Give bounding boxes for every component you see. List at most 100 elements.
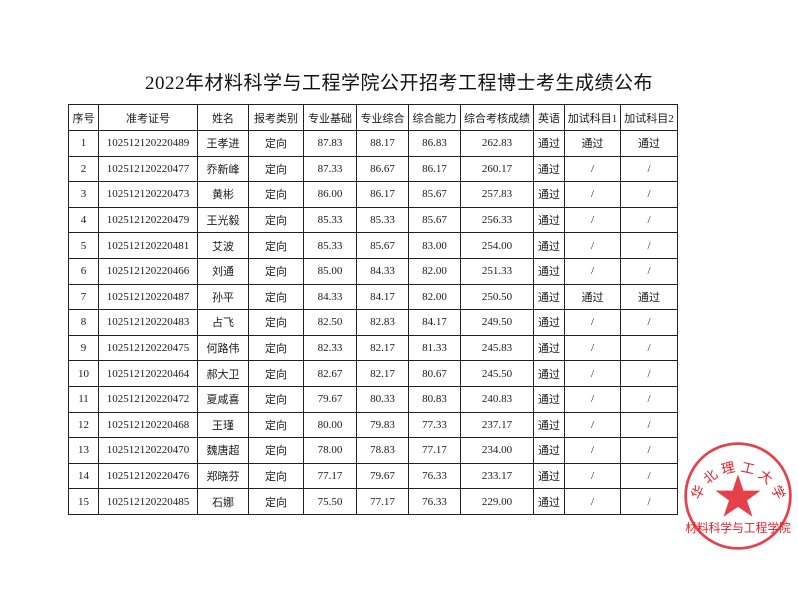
table-cell: / <box>564 360 621 387</box>
table-cell: 定向 <box>248 257 304 285</box>
table-cell: 233.17 <box>460 462 534 490</box>
table-cell: 12 <box>68 411 99 439</box>
table-cell: 王光毅 <box>197 206 249 234</box>
table-cell: 77.33 <box>408 411 461 439</box>
column-header: 准考证号 <box>98 104 198 131</box>
table-cell: 定向 <box>248 462 304 490</box>
table-cell: 80.33 <box>356 385 409 413</box>
table-cell: 245.83 <box>460 334 534 362</box>
table-cell: 82.00 <box>408 257 461 285</box>
table-cell: 83.00 <box>408 232 461 259</box>
table-cell: / <box>620 411 678 439</box>
table-cell: 通过 <box>620 130 678 157</box>
table-cell: / <box>564 309 621 336</box>
table-cell: 艾波 <box>197 232 249 259</box>
table-cell: / <box>564 181 621 208</box>
table-row: 1 102512120220489 王孝进 定向 87.83 88.17 86.83 262.… <box>68 130 678 157</box>
table-cell: 102512120220481 <box>98 232 198 259</box>
table-cell: 256.33 <box>460 206 534 234</box>
table-cell: 王孝进 <box>197 130 249 157</box>
table-cell: / <box>620 360 678 387</box>
table-cell: 102512120220464 <box>98 360 198 387</box>
table-cell: 通过 <box>533 232 565 259</box>
table-cell: 86.00 <box>303 181 357 208</box>
table-cell: 102512120220483 <box>98 309 198 336</box>
table-cell: 79.67 <box>356 462 409 490</box>
table-cell: 85.67 <box>356 232 409 259</box>
table-row: 7 102512120220487 孙平 定向 84.33 84.17 82.00 250.5… <box>68 283 678 311</box>
table-cell: 84.33 <box>303 283 357 311</box>
table-cell: 刘通 <box>197 257 249 285</box>
table-row: 8 102512120220483 占飞 定向 82.50 82.83 84.17 249.5… <box>68 309 678 336</box>
column-header: 英语 <box>533 104 565 131</box>
table-row: 11 102512120220472 夏咸喜 定向 79.67 80.33 80.83 240… <box>68 385 678 413</box>
table-cell: 102512120220476 <box>98 462 198 490</box>
table-cell: 88.17 <box>356 130 409 157</box>
table-cell: 84.17 <box>408 309 461 336</box>
table-cell: 黄彬 <box>197 181 249 208</box>
table-cell: 通过 <box>533 488 565 515</box>
table-cell: / <box>620 385 678 413</box>
table-cell: 82.17 <box>356 360 409 387</box>
table-cell: 82.33 <box>303 334 357 362</box>
table-cell: 84.17 <box>356 283 409 311</box>
table-cell: 85.00 <box>303 257 357 285</box>
table-cell: 定向 <box>248 411 304 439</box>
table-cell: 80.67 <box>408 360 461 387</box>
column-header: 姓名 <box>197 104 249 131</box>
table-cell: 82.00 <box>408 283 461 311</box>
table-row: 6 102512120220466 刘通 定向 85.00 84.33 82.00 251.3… <box>68 257 678 285</box>
table-cell: 237.17 <box>460 411 534 439</box>
table-cell: 245.50 <box>460 360 534 387</box>
table-cell: / <box>620 155 678 183</box>
table-cell: 254.00 <box>460 232 534 259</box>
table-cell: 定向 <box>248 334 304 362</box>
table-cell: 84.33 <box>356 257 409 285</box>
table-row: 14 102512120220476 郑晓芬 定向 77.17 79.67 76.33 233… <box>68 462 678 490</box>
table-cell: 102512120220487 <box>98 283 198 311</box>
table-cell: 86.17 <box>408 155 461 183</box>
table-cell: / <box>620 462 678 490</box>
table-cell: / <box>564 206 621 234</box>
table-cell: 15 <box>68 488 99 515</box>
table-cell: 夏咸喜 <box>197 385 249 413</box>
table-cell: 86.83 <box>408 130 461 157</box>
table-cell: 通过 <box>533 437 565 464</box>
table-cell: 13 <box>68 437 99 464</box>
table-cell: 通过 <box>533 462 565 490</box>
table-cell: 86.17 <box>356 181 409 208</box>
table-cell: 76.33 <box>408 488 461 515</box>
table-row: 3 102512120220473 黄彬 定向 86.00 86.17 85.67 257.8… <box>68 181 678 208</box>
table-cell: 77.17 <box>408 437 461 464</box>
table-cell: 102512120220477 <box>98 155 198 183</box>
table-cell: 79.83 <box>356 411 409 439</box>
table-row: 10 102512120220464 郝大卫 定向 82.67 82.17 80.67 245… <box>68 360 678 387</box>
table-cell: 8 <box>68 309 99 336</box>
column-header: 综合考核成绩 <box>460 104 534 131</box>
table-cell: 102512120220470 <box>98 437 198 464</box>
table-cell: 102512120220479 <box>98 206 198 234</box>
table-cell: / <box>564 334 621 362</box>
table-cell: 78.00 <box>303 437 357 464</box>
table-cell: 郑晓芬 <box>197 462 249 490</box>
table-cell: 通过 <box>533 181 565 208</box>
table-row: 9 102512120220475 何路伟 定向 82.33 82.17 81.33 245.… <box>68 334 678 362</box>
table-cell: 257.83 <box>460 181 534 208</box>
table-cell: 87.83 <box>303 130 357 157</box>
table-cell: 79.67 <box>303 385 357 413</box>
table-cell: 76.33 <box>408 462 461 490</box>
table-cell: 占飞 <box>197 309 249 336</box>
table-cell: 定向 <box>248 155 304 183</box>
table-cell: / <box>620 232 678 259</box>
official-seal-stamp: 华 北 理 工 大 学 材料科学与工程学院 <box>684 442 792 550</box>
table-cell: / <box>620 309 678 336</box>
table-cell: / <box>620 257 678 285</box>
table-cell: 262.83 <box>460 130 534 157</box>
table-cell: 魏唐超 <box>197 437 249 464</box>
table-cell: 234.00 <box>460 437 534 464</box>
table-cell: 4 <box>68 206 99 234</box>
table-row: 15 102512120220485 石娜 定向 75.50 77.17 76.33 229.… <box>68 488 678 515</box>
table-cell: 郝大卫 <box>197 360 249 387</box>
table-cell: 86.67 <box>356 155 409 183</box>
table-cell: 229.00 <box>460 488 534 515</box>
